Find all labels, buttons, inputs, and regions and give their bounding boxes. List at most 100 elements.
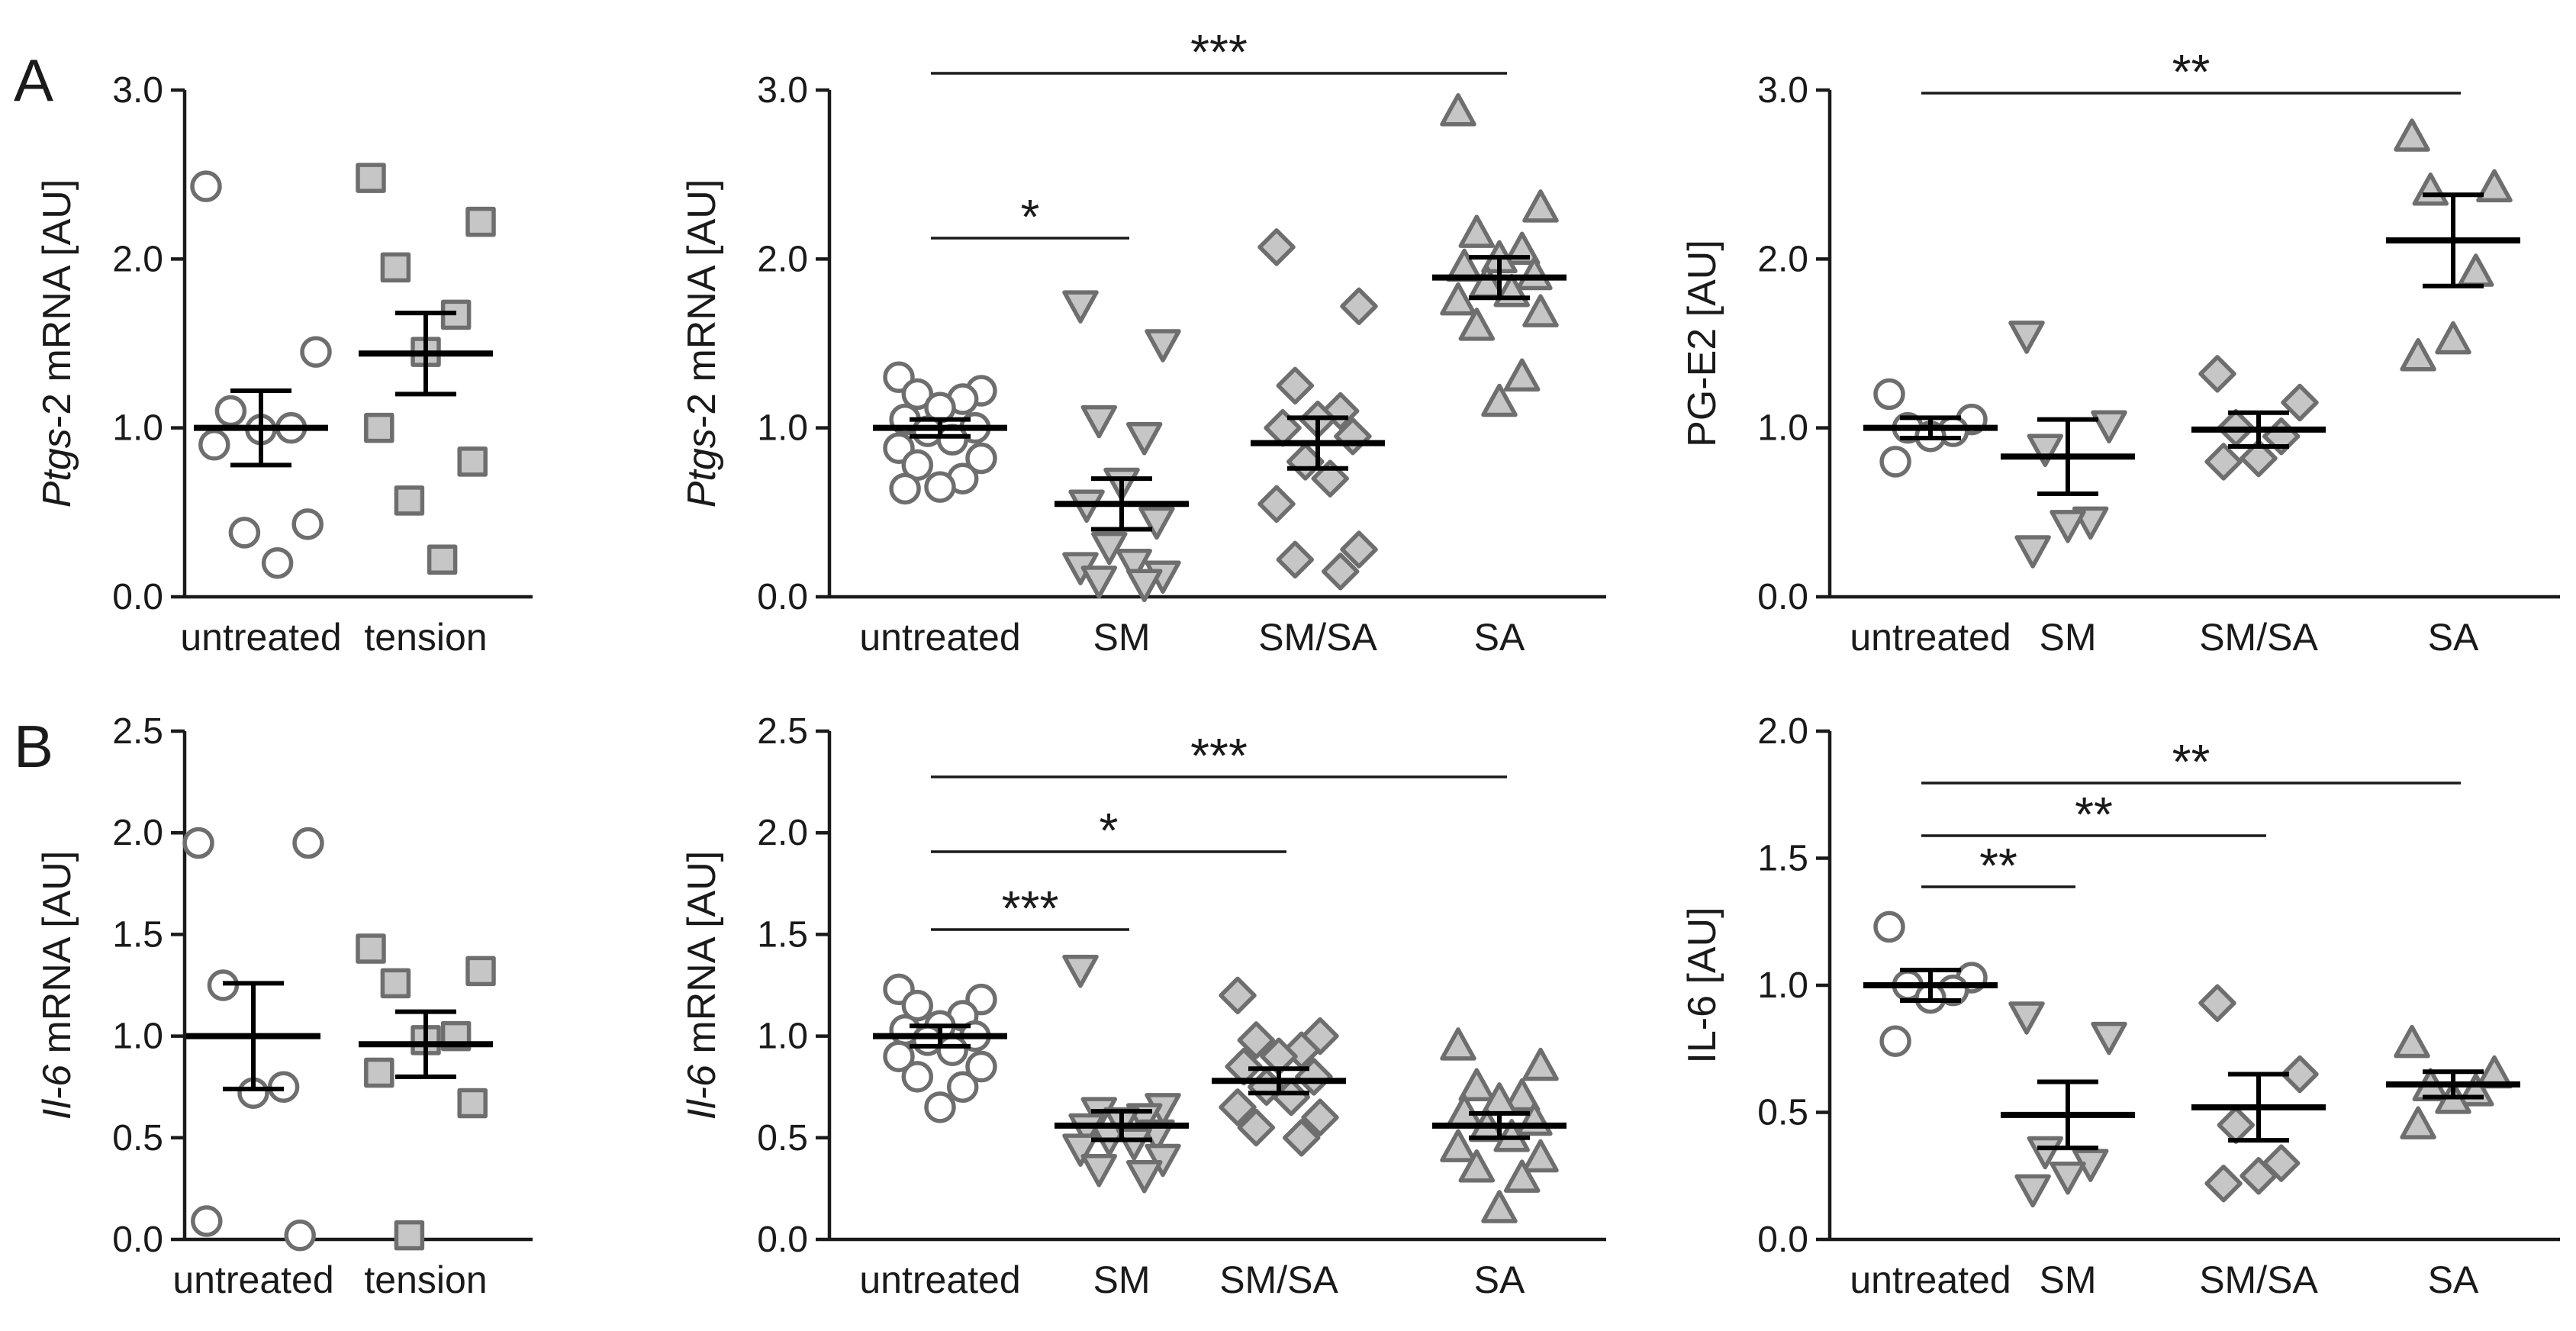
- data-point-g0-0: [1873, 378, 1905, 411]
- data-point-g2-1: [2281, 383, 2319, 422]
- significance-label: ***: [1002, 881, 1059, 936]
- chart-panel-b2: 0.0 0.5 1.0 1.5 2.0 2.5 Il-6 mRNA [AU] untreate…: [680, 711, 1606, 1301]
- data-point-g1-11: [1080, 566, 1118, 599]
- data-point-g1-2: [2027, 433, 2064, 467]
- data-point-g3-0: [1440, 93, 1476, 127]
- data-point-g0-10: [965, 1050, 997, 1083]
- data-point-g1-1: [465, 956, 496, 987]
- data-point-g2-11: [1276, 540, 1315, 579]
- data-point-g1-0: [2008, 1001, 2045, 1035]
- x-tick-label: SA: [2428, 1258, 2479, 1301]
- data-point-g2-1: [1340, 287, 1378, 326]
- data-point-g1-1: [1145, 329, 1181, 363]
- data-point-g2-4: [2240, 439, 2278, 478]
- group-sm-sa: [1212, 976, 1346, 1157]
- y-tick-label: 1.0: [112, 408, 163, 449]
- y-axis-label-rest: PG-E2 [AU]: [1680, 240, 1724, 447]
- data-point-g2-2: [1237, 1021, 1276, 1059]
- group-sm: [2001, 1001, 2135, 1208]
- data-point-g1-12: [1125, 1160, 1163, 1194]
- data-point-g0-11: [901, 449, 934, 482]
- significance-label: **: [2075, 787, 2113, 842]
- x-tick-label: untreated: [172, 1258, 333, 1301]
- data-point-g3-2: [1458, 1068, 1496, 1101]
- y-tick-label: 3.0: [757, 70, 808, 111]
- data-point-g1-2: [2027, 1136, 2064, 1170]
- y-tick-label: 2.0: [1757, 711, 1808, 752]
- y-tick-label: 1.0: [112, 1017, 163, 1057]
- data-point-g1-8: [1116, 1127, 1152, 1161]
- data-point-g1-6: [457, 1088, 488, 1119]
- data-point-g3-1: [1522, 189, 1559, 223]
- data-point-g0-6: [284, 1219, 316, 1252]
- group-sa: [2386, 118, 2520, 372]
- group-untreated: [1863, 378, 1998, 478]
- data-point-g1-2: [380, 968, 411, 999]
- data-point-g2-9: [1219, 1088, 1257, 1126]
- data-point-g1-5: [364, 1057, 394, 1088]
- y-tick-label: 2.0: [757, 239, 808, 279]
- data-point-g0-5: [198, 429, 230, 461]
- y-tick-label: 1.0: [1757, 408, 1808, 449]
- x-tick-label: SA: [2428, 616, 2479, 659]
- group-untreated: [873, 361, 1007, 505]
- data-point-g2-0: [1219, 976, 1257, 1015]
- data-point-g2-0: [1257, 228, 1296, 266]
- y-tick-label: 2.0: [112, 813, 163, 853]
- significance-label: **: [2172, 44, 2211, 99]
- data-point-g2-1: [2281, 1055, 2319, 1094]
- data-point-g2-9: [1257, 485, 1296, 524]
- significance-label: *: [1021, 189, 1040, 244]
- y-axis-label-rest: -2 mRNA [AU]: [35, 179, 79, 429]
- y-tick-label: 0.0: [757, 577, 808, 617]
- y-axis-label: Ptgs-2 mRNA [AU]: [680, 179, 724, 508]
- y-tick-label: 2.0: [1757, 239, 1808, 279]
- y-tick-label: 0.0: [112, 1220, 163, 1260]
- y-tick-label: 1.5: [112, 914, 163, 955]
- group-sm: [1055, 954, 1189, 1194]
- data-point-g1-11: [1080, 1154, 1118, 1188]
- panel-label-b: B: [14, 713, 53, 780]
- data-point-g3-5: [2400, 337, 2436, 372]
- data-point-g3-9: [1440, 1129, 1476, 1162]
- y-axis-label: PG-E2 [AU]: [1680, 240, 1724, 447]
- y-tick-label: 0.5: [1757, 1093, 1808, 1133]
- data-point-g2-2: [2217, 1106, 2256, 1144]
- y-tick-label: 0.0: [757, 1220, 808, 1260]
- data-point-g0-14: [889, 472, 921, 505]
- significance-label: ***: [1190, 728, 1248, 783]
- data-point-g3-0: [2394, 118, 2430, 152]
- data-point-g0-8: [936, 1034, 968, 1066]
- data-point-g1-6: [1138, 506, 1175, 540]
- data-point-g3-1: [1522, 1047, 1559, 1081]
- x-tick-label: SM: [2040, 1258, 2097, 1301]
- data-point-g3-12: [1503, 1159, 1541, 1193]
- y-tick-label: 2.0: [757, 813, 808, 853]
- x-tick-label: untreated: [859, 1258, 1020, 1301]
- data-point-g0-11: [901, 1061, 934, 1093]
- data-point-g3-0: [2394, 1024, 2430, 1059]
- data-point-g2-0: [2198, 355, 2236, 393]
- y-axis-label: Il-6 mRNA [AU]: [35, 851, 79, 1120]
- chart-panel-a3: 0.0 1.0 2.0 3.0 PG-E2 [AU] untreated SM SM/SA SA…: [1680, 44, 2560, 659]
- data-point-g0-12: [946, 1071, 979, 1103]
- data-point-g3-13: [1481, 1190, 1518, 1223]
- data-point-g3-10: [1522, 1139, 1559, 1173]
- x-tick-label: SA: [1474, 616, 1525, 659]
- x-tick-label: SM/SA: [1258, 616, 1377, 659]
- x-tick-label: untreated: [1850, 1258, 2011, 1301]
- data-point-g0-0: [182, 827, 214, 859]
- data-point-g3-3: [2457, 253, 2494, 287]
- y-tick-label: 0.0: [112, 577, 163, 617]
- data-point-g1-7: [394, 485, 425, 516]
- x-tick-label: SM: [1093, 616, 1151, 659]
- x-tick-label: SM: [1093, 1258, 1151, 1301]
- data-point-g3-13: [1481, 383, 1518, 417]
- data-point-g3-11: [1458, 308, 1496, 341]
- data-point-g2-12: [1282, 1119, 1321, 1157]
- data-point-g0-2: [901, 989, 934, 1022]
- x-tick-label: untreated: [859, 616, 1020, 659]
- y-tick-label: 3.0: [112, 70, 163, 111]
- y-tick-label: 0.5: [757, 1118, 808, 1159]
- x-tick-label: tension: [364, 616, 487, 659]
